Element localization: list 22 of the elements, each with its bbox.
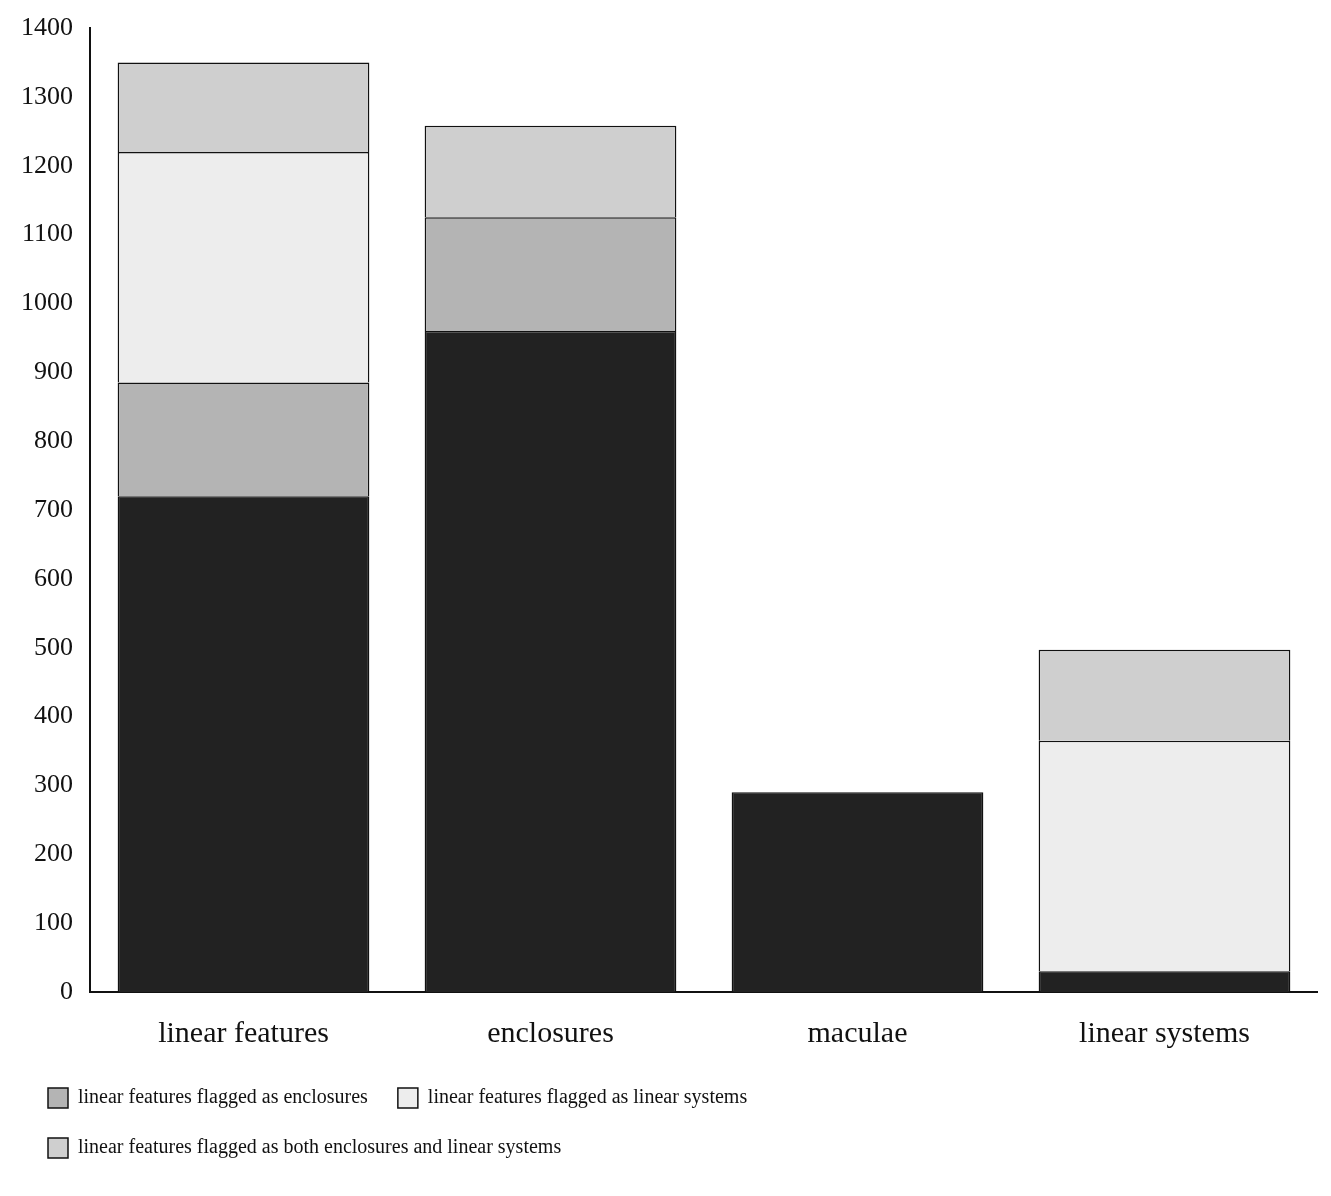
- y-tick-label: 1200: [21, 149, 73, 179]
- y-tick-label: 1100: [21, 218, 73, 248]
- x-tick-label: linear features: [158, 1014, 329, 1048]
- y-tick-label: 600: [34, 562, 73, 592]
- y-tick-label: 1400: [21, 11, 73, 41]
- legend-label: linear features flagged as linear systems: [427, 1085, 748, 1109]
- y-tick-label: 400: [34, 700, 73, 730]
- x-tick-label: linear systems: [1079, 1014, 1250, 1048]
- y-tick-label: 200: [34, 838, 73, 868]
- legend-label: linear features flagged as both enclosures and linear systems: [78, 1135, 562, 1159]
- y-tick-label: 100: [34, 906, 73, 936]
- y-tick-label: 1000: [21, 287, 73, 317]
- y-tick-label: 900: [34, 356, 73, 386]
- x-tick-label: enclosures: [487, 1014, 614, 1048]
- x-tick-label: maculae: [807, 1014, 908, 1048]
- y-tick-label: 700: [34, 493, 73, 523]
- y-tick-label: 500: [34, 631, 73, 661]
- y-tick-label: 300: [34, 769, 73, 799]
- y-tick-label: 1300: [21, 80, 73, 110]
- legend-label: linear features flagged as enclosures: [78, 1085, 369, 1109]
- y-tick-label: 800: [34, 424, 73, 454]
- y-tick-label: 0: [60, 975, 73, 1005]
